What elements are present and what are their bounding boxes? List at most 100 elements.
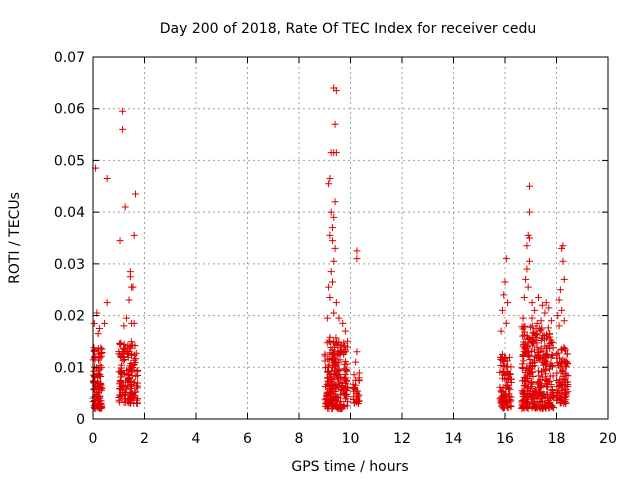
data-point [331,198,339,206]
data-point [325,283,333,291]
data-point [92,386,100,394]
data-point [557,380,565,388]
data-point [522,275,530,283]
data-point [553,389,561,397]
data-point [321,402,329,410]
data-point [124,353,132,361]
data-point [498,306,506,314]
data-point [520,323,528,331]
data-point [547,381,555,389]
data-point [97,352,105,360]
data-point [340,350,348,358]
data-point [331,244,339,252]
data-point [520,397,528,405]
data-point [502,390,510,398]
data-point [553,376,561,384]
data-point [126,273,134,281]
data-point [97,403,105,411]
data-point [331,354,339,362]
data-point [342,374,350,382]
data-point [523,372,531,380]
x-tick-label: 8 [295,431,304,447]
data-point [127,380,135,388]
data-point [90,402,98,410]
data-point [326,231,334,239]
data-point [326,373,334,381]
data-point [497,327,505,335]
data-point [533,334,541,342]
data-point [548,351,556,359]
grid-lines [93,57,608,419]
data-point [335,365,343,373]
data-point [504,299,512,307]
data-point [528,341,536,349]
data-point [527,323,535,331]
data-point [95,325,103,332]
x-tick-label: 10 [342,431,360,447]
data-point [325,379,333,387]
data-point [91,347,99,355]
data-point [323,391,331,399]
data-point [126,364,134,372]
data-point [522,348,530,356]
data-point [501,398,509,406]
data-point [120,322,128,330]
data-point [527,384,535,392]
data-point [119,125,127,133]
data-point [325,361,333,369]
data-point [538,301,546,309]
data-point [542,353,550,361]
y-axis-label: ROTI / TECUs [7,192,23,284]
data-point [332,299,340,307]
data-point [562,371,570,379]
data-point [341,371,349,379]
data-point [520,382,528,390]
data-point [526,389,534,397]
x-tick-label: 14 [445,431,463,447]
data-point [103,175,111,183]
data-point [549,404,557,412]
y-tick-label: 0.07 [54,50,85,66]
data-point [556,286,564,294]
data-point [557,359,565,367]
data-point [525,257,533,265]
data-point [561,393,569,401]
data-point [128,368,136,376]
data-point [330,213,338,221]
data-point [519,352,527,360]
data-point [337,373,345,381]
data-point [562,399,570,407]
y-tick-labels: 0 0.01 0.02 0.03 0.04 0.05 0.06 0.07 [54,50,85,428]
data-point [341,360,349,368]
data-point [331,120,339,128]
data-point [549,352,557,360]
data-point [559,356,567,364]
data-point [501,375,509,383]
data-point [527,362,535,370]
data-point [525,182,533,190]
data-point [543,330,551,338]
data-point [120,344,128,352]
data-point [507,403,515,411]
data-point [534,392,542,400]
data-point [525,234,533,242]
data-point [525,365,533,373]
data-point [330,309,338,317]
data-point [119,107,127,115]
data-point [352,376,360,384]
data-point [554,312,562,320]
data-point [546,398,554,406]
data-point [125,374,133,382]
data-point [338,381,346,389]
y-tick-label: 0.03 [54,257,85,273]
x-tick-label: 4 [192,431,201,447]
x-axis-label: GPS time / hours [291,459,408,475]
data-point [537,317,545,325]
data-point [526,353,534,361]
data-point [94,330,102,338]
data-point [337,400,345,408]
data-point [536,348,544,356]
data-point [90,378,98,386]
data-point [523,343,531,351]
